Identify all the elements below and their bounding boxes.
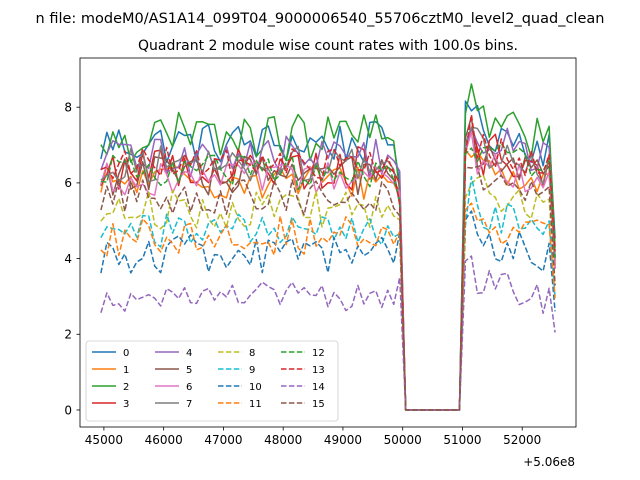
x-tick-label: 47000: [204, 433, 242, 447]
y-tick-label: 6: [64, 176, 72, 190]
legend-label-13: 13: [312, 365, 325, 376]
chart-title: Quadrant 2 module wise count rates with …: [138, 38, 518, 54]
series-line-2: [100, 83, 556, 411]
x-tick-label: 50000: [384, 433, 422, 447]
y-tick-label: 0: [64, 403, 72, 417]
legend-label-2: 2: [123, 382, 129, 393]
legend-label-15: 15: [312, 399, 325, 410]
x-tick-label: 49000: [324, 433, 362, 447]
y-tick-label: 4: [64, 252, 72, 266]
legend-label-3: 3: [123, 399, 129, 410]
series-line-5: [100, 116, 556, 411]
x-tick-label: 48000: [264, 433, 302, 447]
legend-frame: [85, 340, 339, 422]
y-tick-label: 2: [64, 328, 72, 342]
plot-frame: [79, 57, 577, 428]
series-line-15: [100, 165, 556, 411]
legend-label-6: 6: [186, 382, 192, 393]
series-line-14: [100, 255, 556, 411]
series-line-6: [100, 131, 556, 411]
y-tick-label: 8: [64, 101, 72, 115]
x-tick-label: 52000: [503, 433, 541, 447]
legend-label-1: 1: [123, 365, 129, 376]
legend-label-7: 7: [186, 399, 192, 410]
series-layer: [100, 83, 556, 411]
legend-label-10: 10: [249, 382, 262, 393]
legend-label-4: 4: [186, 348, 192, 359]
x-axis: 45000 46000 47000 48000 49000 50000 51000 52000: [85, 427, 541, 447]
figure-suptitle: n file: modeM0/AS1A14_099T04_9000006540_…: [36, 11, 605, 27]
series-line-13: [100, 113, 556, 411]
x-tick-label: 46000: [145, 433, 183, 447]
x-offset-label: +5.06e8: [523, 455, 575, 469]
legend-label-11: 11: [249, 399, 262, 410]
x-tick-label: 51000: [443, 433, 481, 447]
legend-label-8: 8: [249, 348, 255, 359]
legend-label-5: 5: [186, 365, 192, 376]
x-tick-label: 45000: [85, 433, 123, 447]
series-line-11: [100, 202, 556, 411]
series-line-8: [100, 174, 556, 411]
legend-label-12: 12: [312, 348, 325, 359]
legend-label-0: 0: [123, 348, 129, 359]
legend-label-14: 14: [312, 382, 325, 393]
series-line-7: [100, 126, 556, 411]
legend-label-9: 9: [249, 365, 255, 376]
y-axis: 0 2 4 6 8: [64, 101, 80, 417]
series-line-10: [100, 210, 556, 411]
